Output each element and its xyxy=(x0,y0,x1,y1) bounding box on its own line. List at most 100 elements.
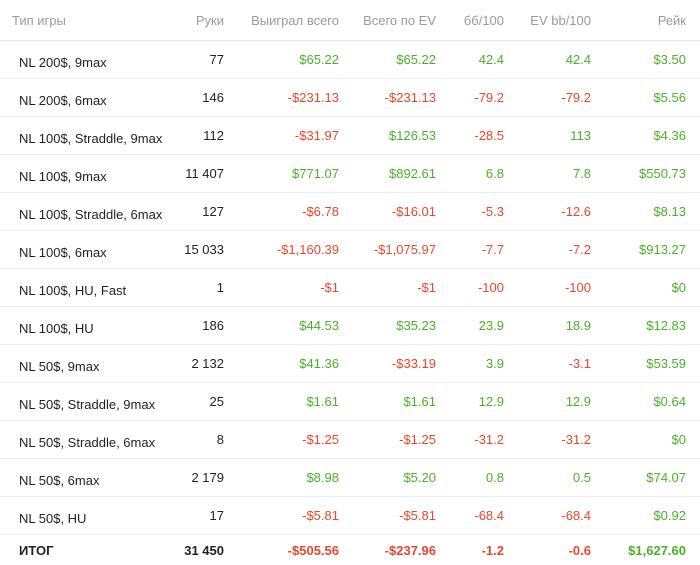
ev-bb100-cell: 12.9 xyxy=(518,383,605,421)
header-won-total[interactable]: Выиграл всего xyxy=(238,0,353,41)
rake-cell: $0.64 xyxy=(605,383,700,421)
ev-total-cell: $126.53 xyxy=(353,117,450,155)
won-total-cell: $65.22 xyxy=(238,41,353,79)
hands-cell: 186 xyxy=(170,307,238,345)
game-type-cell: NL 100$, HU xyxy=(0,307,170,345)
hands-cell: 77 xyxy=(170,41,238,79)
bb100-cell: -100 xyxy=(450,269,518,307)
rake-cell: $1,627.60 xyxy=(605,535,700,565)
rake-cell: $5.56 xyxy=(605,79,700,117)
won-total-cell: $771.07 xyxy=(238,155,353,193)
game-type-cell: ИТОГ xyxy=(0,535,170,565)
ev-total-cell: -$1,075.97 xyxy=(353,231,450,269)
rake-cell: $0 xyxy=(605,421,700,459)
rake-cell: $12.83 xyxy=(605,307,700,345)
ev-total-cell: -$1 xyxy=(353,269,450,307)
rake-cell: $913.27 xyxy=(605,231,700,269)
ev-total-cell: -$237.96 xyxy=(353,535,450,565)
header-hands[interactable]: Руки xyxy=(170,0,238,41)
ev-bb100-cell: 42.4 xyxy=(518,41,605,79)
ev-total-cell: $35.23 xyxy=(353,307,450,345)
game-type-cell: NL 50$, Straddle, 9max xyxy=(0,383,170,421)
won-total-cell: $44.53 xyxy=(238,307,353,345)
hands-cell: 25 xyxy=(170,383,238,421)
bb100-cell: -7.7 xyxy=(450,231,518,269)
game-type-cell: NL 100$, HU, Fast xyxy=(0,269,170,307)
header-game-type[interactable]: Тип игры xyxy=(0,0,170,41)
bb100-cell: 42.4 xyxy=(450,41,518,79)
won-total-cell: -$31.97 xyxy=(238,117,353,155)
header-bb100[interactable]: бб/100 xyxy=(450,0,518,41)
ev-bb100-cell: -100 xyxy=(518,269,605,307)
ev-bb100-cell: -68.4 xyxy=(518,497,605,535)
game-type-cell: NL 50$, Straddle, 6max xyxy=(0,421,170,459)
hands-cell: 1 xyxy=(170,269,238,307)
ev-total-cell: $1.61 xyxy=(353,383,450,421)
ev-bb100-cell: -31.2 xyxy=(518,421,605,459)
rake-cell: $0.92 xyxy=(605,497,700,535)
bb100-cell: 23.9 xyxy=(450,307,518,345)
ev-total-cell: -$33.19 xyxy=(353,345,450,383)
game-type-cell: NL 100$, Straddle, 9max xyxy=(0,117,170,155)
game-type-cell: NL 100$, 9max xyxy=(0,155,170,193)
ev-bb100-cell: 7.8 xyxy=(518,155,605,193)
rake-cell: $0 xyxy=(605,269,700,307)
hands-cell: 146 xyxy=(170,79,238,117)
ev-total-cell: -$16.01 xyxy=(353,193,450,231)
ev-bb100-cell: 113 xyxy=(518,117,605,155)
hands-cell: 112 xyxy=(170,117,238,155)
ev-total-cell: $892.61 xyxy=(353,155,450,193)
ev-total-cell: -$5.81 xyxy=(353,497,450,535)
hands-cell: 127 xyxy=(170,193,238,231)
bb100-cell: 12.9 xyxy=(450,383,518,421)
rake-cell: $53.59 xyxy=(605,345,700,383)
game-type-cell: NL 200$, 6max xyxy=(0,79,170,117)
hands-cell: 11 407 xyxy=(170,155,238,193)
bb100-cell: -1.2 xyxy=(450,535,518,565)
bb100-cell: 3.9 xyxy=(450,345,518,383)
table-header-row: Тип игры Руки Выиграл всего Всего по EV … xyxy=(0,0,700,41)
hands-cell: 2 132 xyxy=(170,345,238,383)
bb100-cell: -28.5 xyxy=(450,117,518,155)
hands-cell: 15 033 xyxy=(170,231,238,269)
header-ev-total[interactable]: Всего по EV xyxy=(353,0,450,41)
game-type-cell: NL 50$, HU xyxy=(0,497,170,535)
bb100-cell: 6.8 xyxy=(450,155,518,193)
header-rake[interactable]: Рейк xyxy=(605,0,700,41)
rake-cell: $550.73 xyxy=(605,155,700,193)
ev-total-cell: -$231.13 xyxy=(353,79,450,117)
ev-bb100-cell: -7.2 xyxy=(518,231,605,269)
bb100-cell: -31.2 xyxy=(450,421,518,459)
ev-total-cell: -$1.25 xyxy=(353,421,450,459)
won-total-cell: -$231.13 xyxy=(238,79,353,117)
won-total-cell: -$1 xyxy=(238,269,353,307)
hands-cell: 17 xyxy=(170,497,238,535)
ev-bb100-cell: -79.2 xyxy=(518,79,605,117)
game-type-cell: NL 100$, Straddle, 6max xyxy=(0,193,170,231)
won-total-cell: -$505.56 xyxy=(238,535,353,565)
bb100-cell: -68.4 xyxy=(450,497,518,535)
won-total-cell: -$5.81 xyxy=(238,497,353,535)
won-total-cell: $1.61 xyxy=(238,383,353,421)
rake-cell: $4.36 xyxy=(605,117,700,155)
ev-bb100-cell: -12.6 xyxy=(518,193,605,231)
game-type-cell: NL 200$, 9max xyxy=(0,41,170,79)
won-total-cell: -$1,160.39 xyxy=(238,231,353,269)
rake-cell: $3.50 xyxy=(605,41,700,79)
bb100-cell: -79.2 xyxy=(450,79,518,117)
header-ev-bb100[interactable]: EV bb/100 xyxy=(518,0,605,41)
game-type-cell: NL 50$, 9max xyxy=(0,345,170,383)
hands-cell: 8 xyxy=(170,421,238,459)
bb100-cell: -5.3 xyxy=(450,193,518,231)
